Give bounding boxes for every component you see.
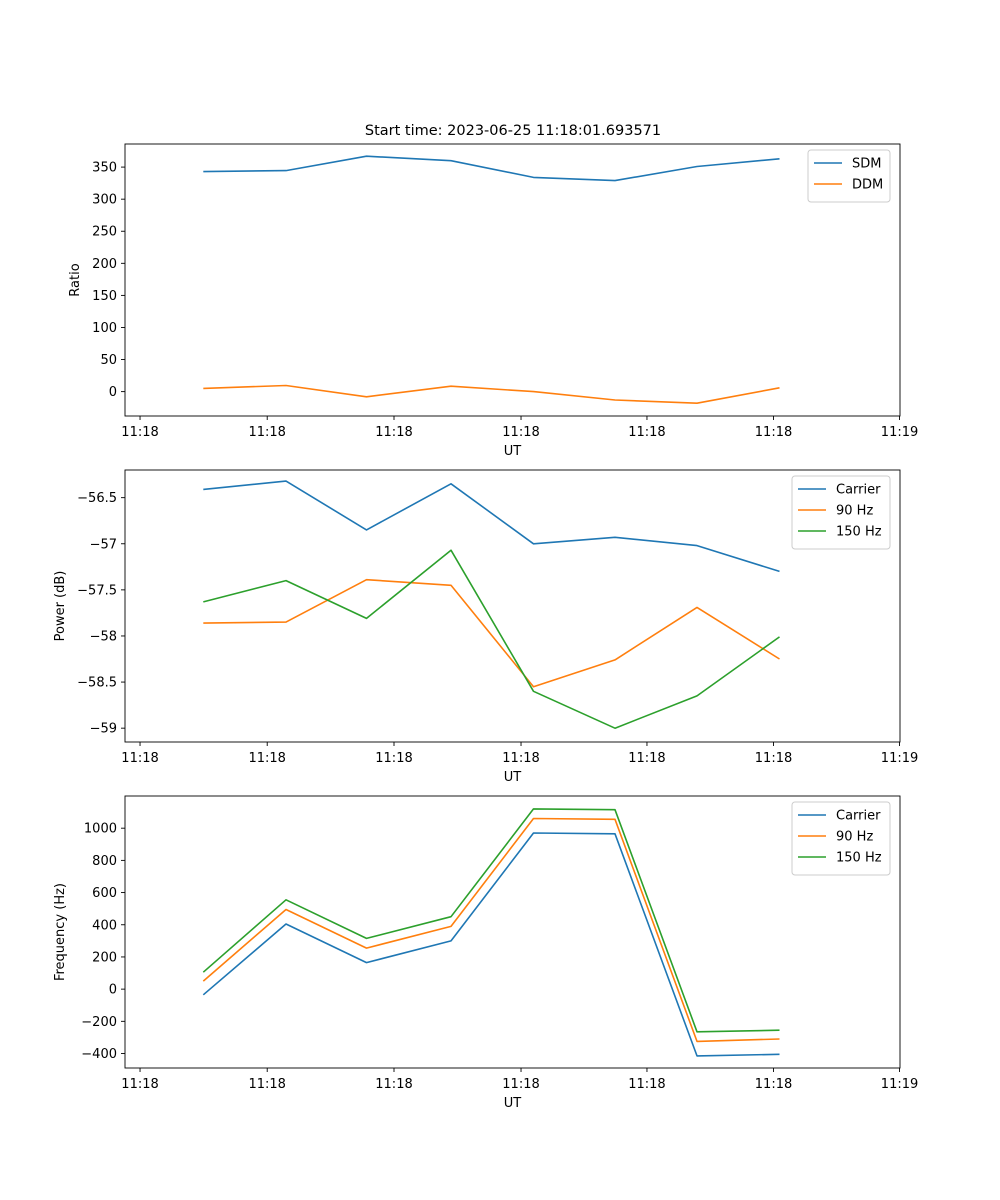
y-tick-label: −200: [81, 1015, 117, 1030]
series-line-sdm: [203, 155, 780, 182]
y-tick-label: 1000: [84, 822, 117, 837]
series-line-ddm: [203, 384, 780, 405]
x-tick-label: 11:19: [881, 425, 918, 440]
legend-label: Carrier: [836, 483, 881, 498]
x-tick-label: 11:18: [502, 1077, 539, 1092]
x-axis-label: UT: [504, 1096, 522, 1111]
y-tick-label: 200: [92, 257, 117, 272]
legend-label: 150 Hz: [836, 851, 882, 866]
x-tick-label: 11:18: [502, 425, 539, 440]
y-tick-label: 350: [92, 161, 117, 176]
y-tick-label: 200: [92, 950, 117, 965]
legend-label: SDM: [852, 157, 881, 172]
legend: Carrier 90 Hz 150 Hz: [791, 801, 891, 876]
x-tick-label: 11:18: [375, 425, 412, 440]
y-tick-label: −59: [90, 722, 117, 737]
x-tick-label: 11:18: [248, 751, 285, 766]
x-tick-label: 11:18: [755, 425, 792, 440]
legend-label: DDM: [852, 178, 883, 193]
x-tick-label: 11:18: [248, 1077, 285, 1092]
x-tick-label: 11:18: [121, 751, 158, 766]
series-line-90-hz: [203, 578, 780, 688]
x-axis-label: UT: [504, 444, 522, 459]
series-line-90-hz: [202, 817, 780, 1043]
legend-label: 90 Hz: [836, 504, 873, 519]
y-tick-label: 600: [92, 886, 117, 901]
subplot-3: −400 −200 0 200 400 600 800 1000 11:18 11:18 11:18…: [53, 795, 918, 1111]
legend: Carrier 90 Hz 150 Hz: [791, 475, 891, 550]
x-tick-label: 11:18: [755, 751, 792, 766]
x-tick-label: 11:18: [502, 751, 539, 766]
plots-area: 0 50 100 150 200 250 300 350 11:18 11:18 11:18 11:1…: [53, 143, 918, 1111]
y-tick-label: 800: [92, 854, 117, 869]
x-tick-label: 11:18: [375, 751, 412, 766]
y-tick-label: −58: [90, 629, 117, 644]
y-tick-label: 300: [92, 193, 117, 208]
subplot-2: −56.5 −57 −57.5 −58 −58.5 −59 11:18 11:18 11:18 1…: [53, 469, 918, 785]
x-tick-label: 11:18: [375, 1077, 412, 1092]
y-tick-label: 0: [109, 983, 117, 998]
y-tick-label: −57.5: [77, 583, 117, 598]
axes-frame: [124, 795, 901, 1069]
series-line-150-hz: [203, 549, 780, 730]
y-tick-label: 0: [109, 385, 117, 400]
x-tick-label: 11:18: [248, 425, 285, 440]
legend-label: 90 Hz: [836, 830, 873, 845]
legend-label: Carrier: [836, 809, 881, 824]
y-tick-label: −58.5: [77, 676, 117, 691]
y-axis-label: Frequency (Hz): [53, 883, 68, 981]
axes-frame: [124, 469, 901, 743]
x-tick-label: 11:18: [121, 1077, 158, 1092]
x-tick-label: 11:18: [121, 425, 158, 440]
y-tick-label: 400: [92, 918, 117, 933]
y-tick-label: 50: [100, 353, 117, 368]
x-tick-label: 11:19: [881, 751, 918, 766]
y-axis-label: Power (dB): [53, 571, 68, 642]
x-tick-label: 11:18: [628, 425, 665, 440]
y-axis-label: Ratio: [68, 263, 83, 296]
x-axis-label: UT: [504, 770, 522, 785]
chart-title: Start time: 2023-06-25 11:18:01.693571: [365, 123, 661, 139]
series-line-carrier: [203, 480, 780, 573]
x-tick-label: 11:19: [881, 1077, 918, 1092]
x-tick-label: 11:18: [628, 751, 665, 766]
y-tick-label: 100: [92, 321, 117, 336]
series-line-150-hz: [202, 808, 780, 1033]
y-tick-label: 150: [92, 289, 117, 304]
y-tick-label: −400: [81, 1047, 117, 1062]
series-line-carrier: [202, 832, 780, 1057]
y-tick-label: −56.5: [77, 491, 117, 506]
legend-label: 150 Hz: [836, 525, 882, 540]
x-tick-label: 11:18: [755, 1077, 792, 1092]
y-tick-label: 250: [92, 225, 117, 240]
subplot-1: 0 50 100 150 200 250 300 350 11:18 11:18 11:18 11:1…: [68, 143, 918, 459]
y-tick-label: −57: [90, 537, 117, 552]
axes-frame: [124, 143, 901, 417]
x-tick-label: 11:18: [628, 1077, 665, 1092]
legend: SDM DDM: [807, 149, 891, 203]
